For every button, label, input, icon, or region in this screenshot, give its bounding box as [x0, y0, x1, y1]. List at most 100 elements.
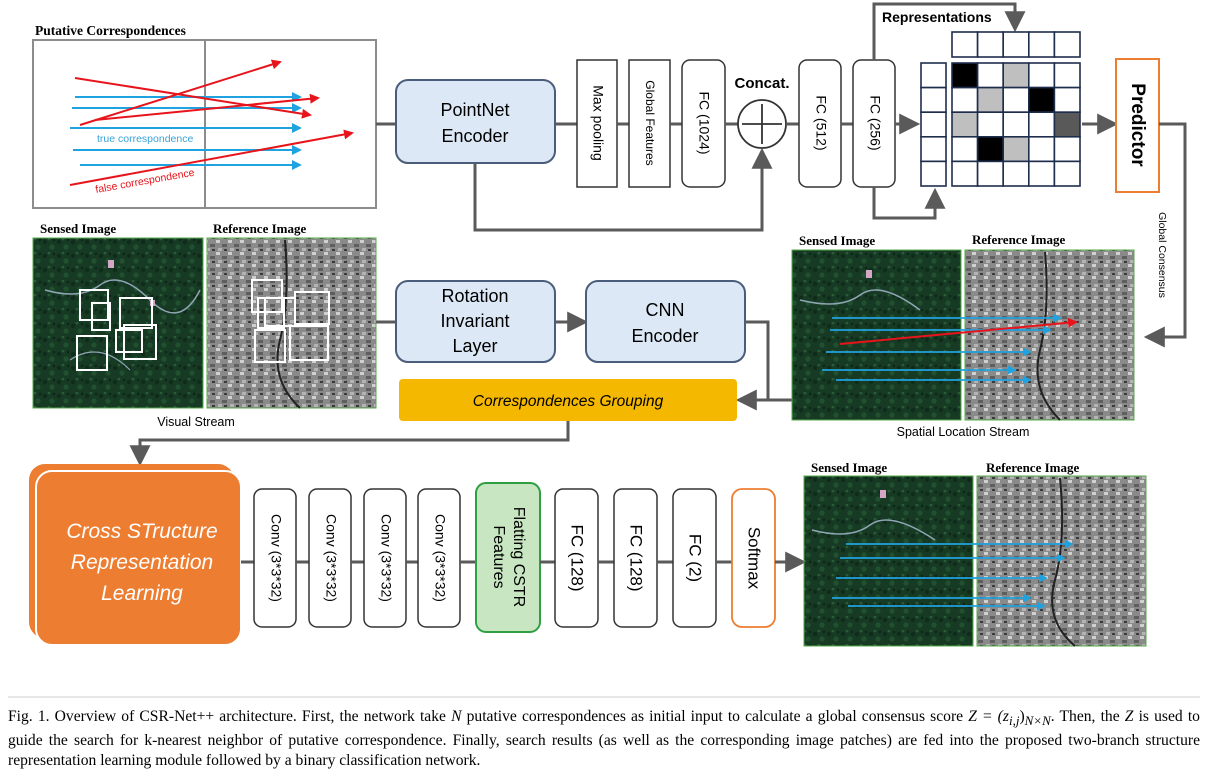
consensus-matrix-cell [951, 86, 979, 113]
sensed-image-label-3: Sensed Image [811, 460, 887, 475]
flatting-line1: Flatting CSTR [510, 507, 527, 607]
consensus-matrix-cell [976, 160, 1004, 187]
sensed-image-label-2: Sensed Image [799, 233, 875, 248]
arrow-grouping-to-cstr [129, 421, 570, 467]
cstr-block: Cross STructure Representation Learning [29, 464, 242, 646]
pointnet-encoder: PointNet Encoder [395, 79, 556, 164]
consensus-matrix-cell [1002, 160, 1030, 187]
flatting-line2: Features [490, 525, 507, 588]
consensus-matrix-cell [1028, 86, 1056, 113]
caption-sub-ij: i,j [1008, 713, 1020, 729]
fc128-label-2: FC (128) [627, 524, 646, 591]
pointnet-line1: PointNet [440, 100, 509, 120]
fc2-block: FC (2) [672, 488, 717, 628]
softmax-label: Softmax [745, 527, 764, 590]
consensus-matrix-cell [1053, 136, 1081, 163]
patch-boxes-sensed [76, 289, 157, 371]
consensus-matrix-cell [1028, 111, 1056, 138]
reference-image-label-2: Reference Image [972, 232, 1065, 247]
correspondences-grouping: Correspondences Grouping [399, 379, 737, 421]
representations-label: Representations [882, 9, 992, 25]
flatting-block: Flatting CSTR Features [475, 482, 541, 633]
pointnet-line2: Encoder [441, 126, 508, 146]
cstr-line1: Cross STructure [66, 520, 217, 543]
rotation-line1: Rotation [441, 286, 508, 306]
representation-matrix [920, 31, 1081, 187]
caption-var-z2: Z [1124, 708, 1134, 725]
fc256-block: FC (256) [852, 59, 896, 188]
cnn-encoder: CNN Encoder [585, 280, 746, 363]
arrow-cnn-to-grouping [735, 320, 770, 411]
fc512-block: FC (512) [798, 59, 842, 188]
putative-title: Putative Correspondences [35, 23, 186, 38]
consensus-matrix-cell [951, 160, 979, 187]
consensus-matrix-cell [976, 86, 1004, 113]
grouping-label: Correspondences Grouping [473, 393, 664, 410]
representation-col-cell [920, 160, 947, 187]
sensed-image-1 [32, 237, 204, 409]
caption-part-2: putative correspondences as initial inpu… [461, 708, 969, 725]
maxpool-label: Max pooling [590, 85, 606, 161]
consensus-matrix-cell [1028, 62, 1056, 89]
reference-image-label-1: Reference Image [213, 221, 306, 236]
consensus-matrix-cell [976, 111, 1004, 138]
consensus-matrix-cell [1002, 111, 1030, 138]
conv-label-3: Conv (3*3*32) [378, 514, 394, 602]
reference-image-1 [206, 237, 377, 409]
representation-col-cell [920, 86, 947, 113]
spatial-false-line [839, 317, 1078, 345]
cstr-line2: Representation [71, 551, 213, 574]
consensus-matrix-cell [976, 62, 1004, 89]
global-features-label: Global Features [643, 80, 657, 165]
caption-sub-nn: N×N [1024, 713, 1051, 729]
consensus-matrix-cell [1053, 111, 1081, 138]
conv-block-2: Conv (3*3*32) [308, 488, 352, 628]
putative-panel: Putative Correspondences true correspond… [32, 23, 377, 209]
global-features-block: Global Features [628, 59, 671, 188]
rotation-invariant-layer: Rotation Invariant Layer [395, 280, 556, 363]
caption-part-4: is used to guide the search for k-neares… [8, 708, 1200, 770]
consensus-matrix-cell [1028, 160, 1056, 187]
representation-row-cell [1002, 31, 1030, 58]
figure-caption: Fig. 1. Overview of CSR-Net++ architectu… [8, 708, 1200, 770]
conv-label-1: Conv (3*3*32) [268, 514, 284, 602]
consensus-matrix-cell [1002, 136, 1030, 163]
sensed-image-3 [803, 475, 974, 647]
spatial-stream-label: Spatial Location Stream [897, 425, 1030, 439]
maxpool-block: Max pooling [576, 59, 618, 188]
representation-row-cell [976, 31, 1004, 58]
global-consensus-label: Global Consensus [1156, 212, 1168, 298]
predictor-block: Predictor [1115, 58, 1160, 193]
rotation-line3: Layer [452, 336, 497, 356]
softmax-block: Softmax [731, 488, 776, 628]
fc1024-label: FC (1024) [696, 91, 712, 154]
visual-stream-label: Visual Stream [157, 415, 235, 429]
representation-col-cell [920, 136, 947, 163]
reference-image-label-3: Reference Image [986, 460, 1079, 475]
true-correspondence-label: true correspondence [97, 133, 193, 145]
cnn-line2: Encoder [631, 326, 698, 346]
arrow-fc256-to-representations [872, 2, 1026, 60]
consensus-matrix-cell [1002, 62, 1030, 89]
concat-label: Concat. [734, 75, 789, 92]
consensus-matrix-cell [1002, 86, 1030, 113]
representation-col-cell [920, 111, 947, 138]
consensus-matrix-cell [1053, 86, 1081, 113]
sensed-image-label-1: Sensed Image [40, 221, 116, 236]
representation-row-cell [1028, 31, 1056, 58]
arrow-global-consensus [1143, 122, 1187, 348]
fc2-label: FC (2) [686, 534, 705, 582]
reference-image-3 [976, 475, 1147, 647]
cnn-line1: CNN [646, 300, 685, 320]
caption-part-1: Fig. 1. Overview of CSR-Net++ architectu… [8, 708, 452, 725]
concat-node: Concat. [734, 75, 790, 149]
filtered-true-lines [832, 539, 1074, 611]
consensus-matrix-cell [1028, 136, 1056, 163]
representation-row-cell [951, 31, 979, 58]
caption-var-n: N [451, 708, 462, 725]
fc256-label: FC (256) [867, 95, 883, 150]
cstr-line3: Learning [101, 582, 183, 605]
representation-row-cell [1053, 31, 1081, 58]
consensus-matrix-cell [976, 136, 1004, 163]
